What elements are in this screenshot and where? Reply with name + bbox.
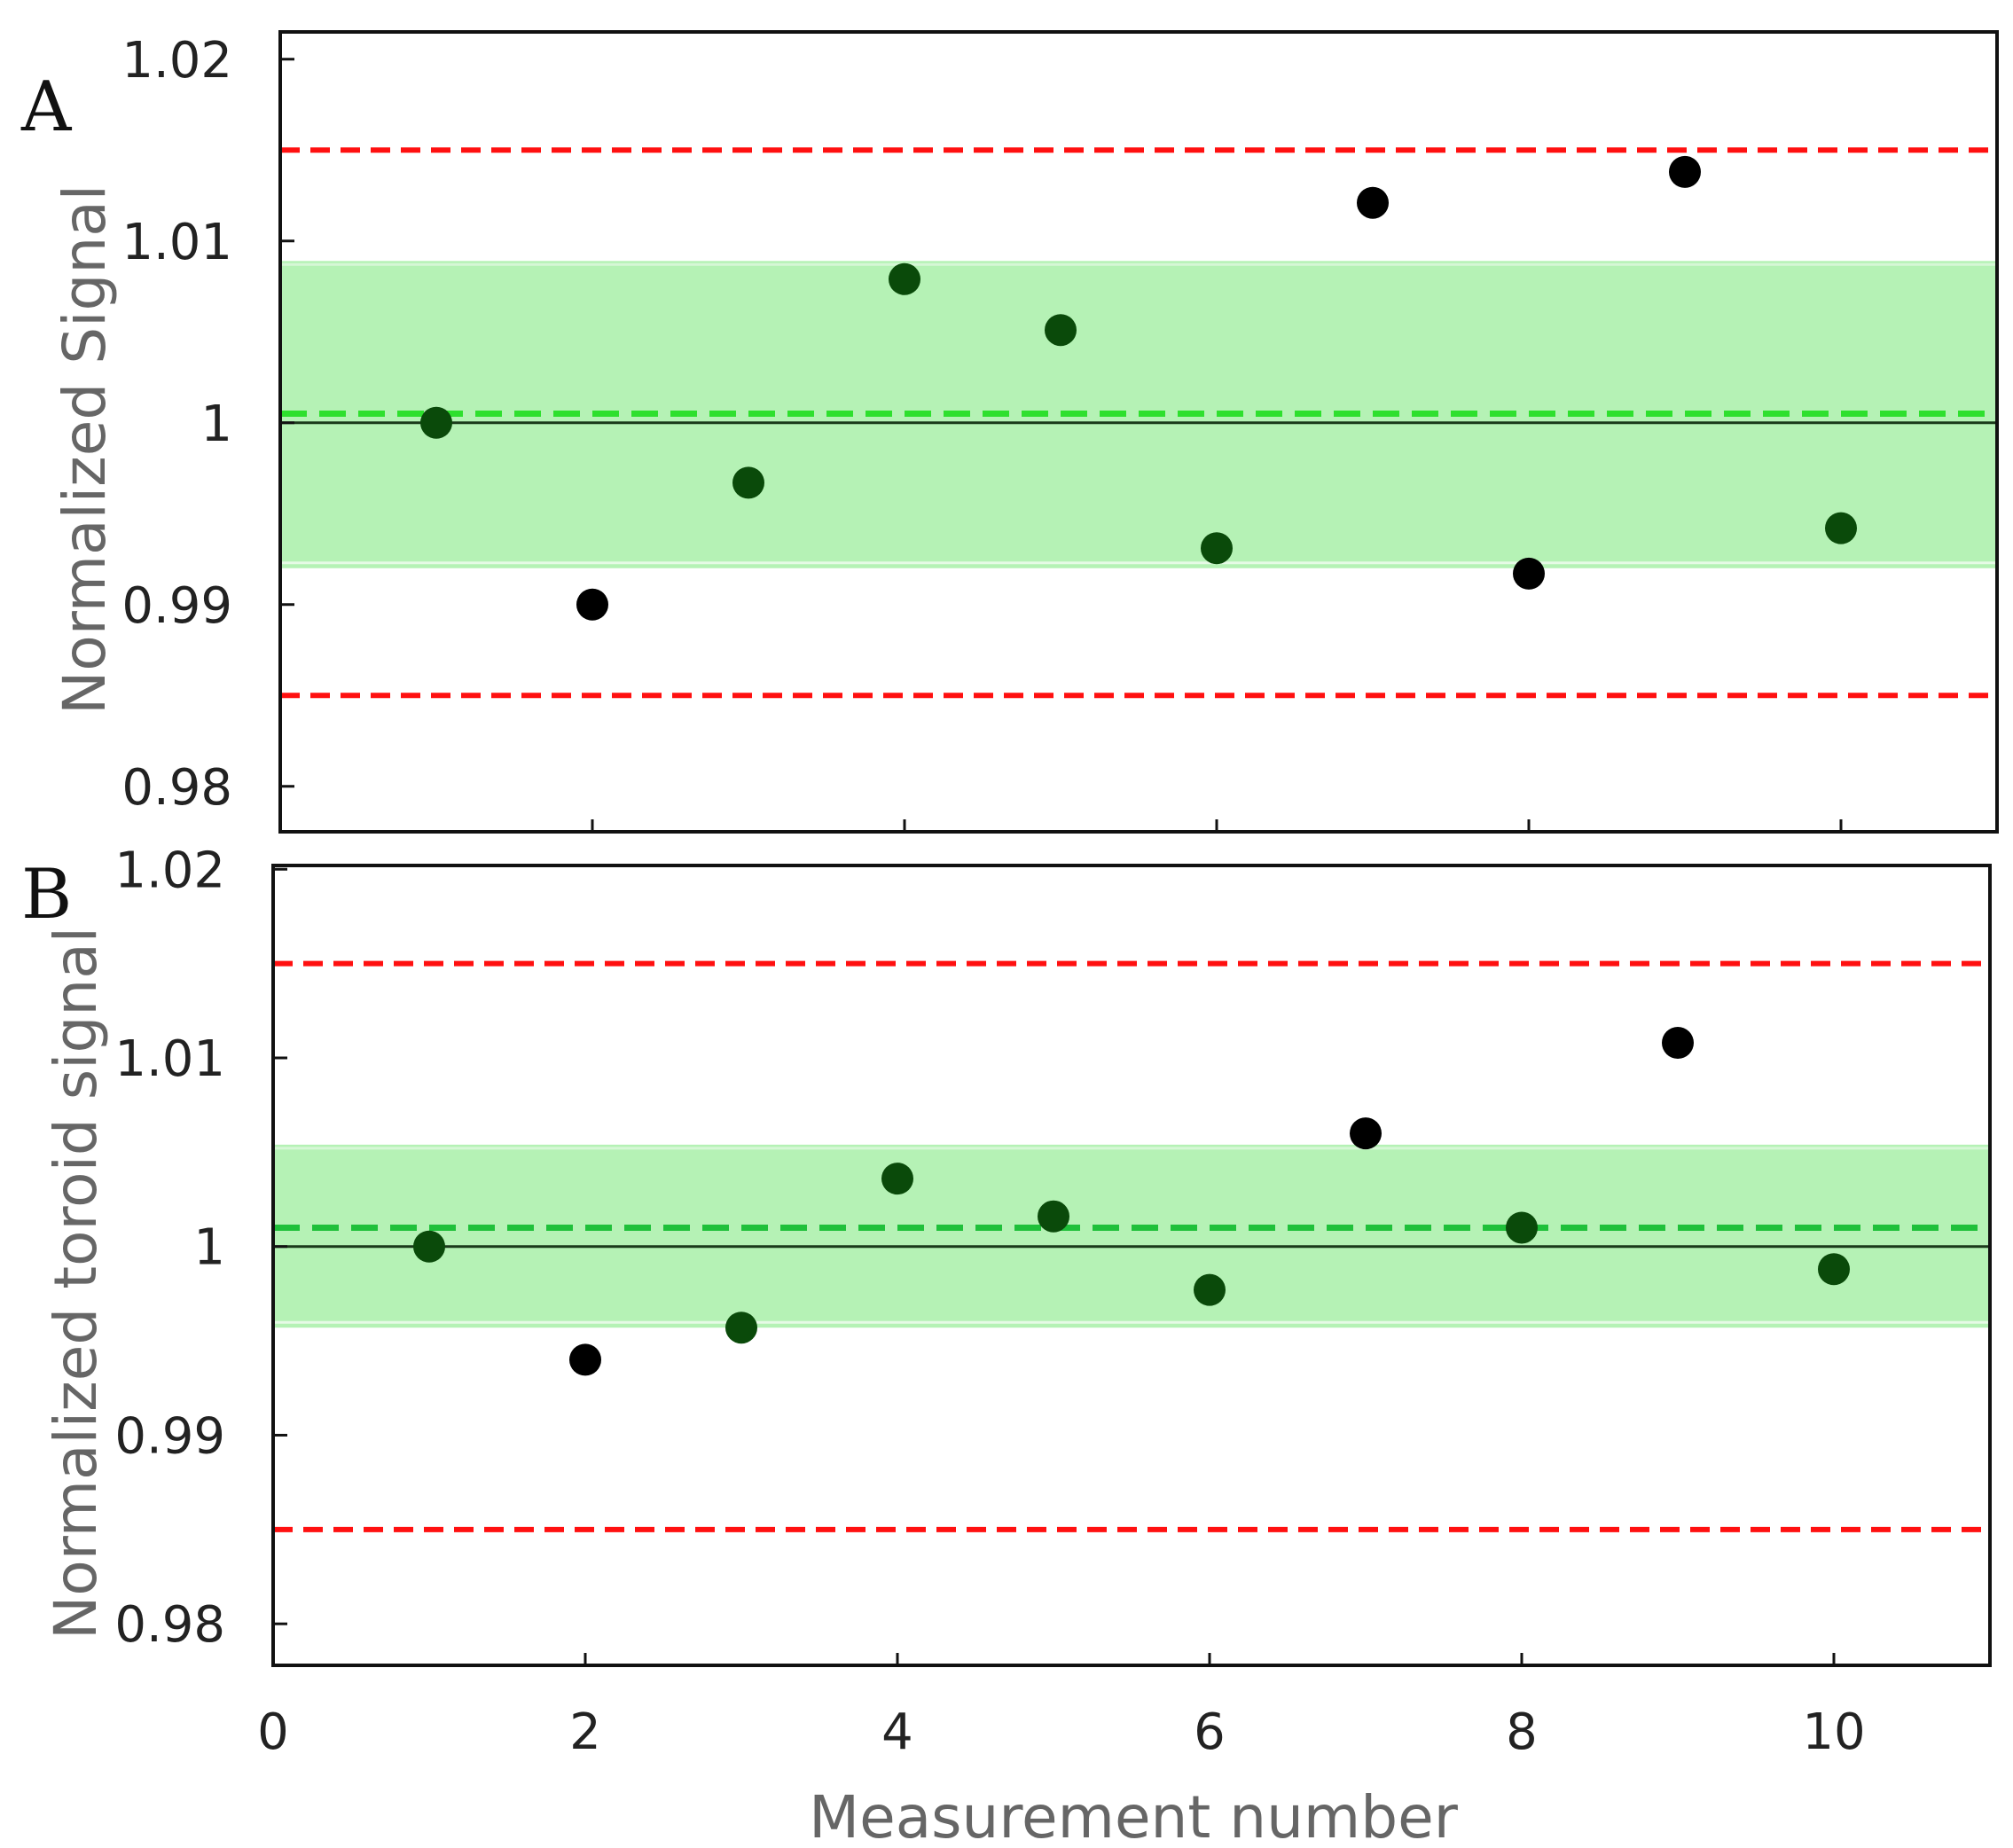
data-point	[889, 262, 920, 295]
data-point	[413, 1230, 445, 1263]
x-tick-label: 8	[1506, 1703, 1538, 1761]
data-point	[1513, 557, 1545, 590]
y-tick-label: 0.98	[114, 1596, 225, 1654]
data-point	[1038, 1200, 1069, 1233]
confidence-band	[273, 1144, 1990, 1328]
data-point	[1045, 314, 1077, 347]
data-point	[725, 1312, 757, 1344]
data-point	[1357, 186, 1389, 219]
y-tick-label: 1.02	[121, 32, 232, 90]
data-point	[1818, 1253, 1850, 1286]
x-tick-label: 2	[569, 1703, 601, 1761]
y-tick-label: 1.01	[114, 1030, 225, 1088]
x-axis-title: Measurement number	[809, 1783, 1459, 1848]
data-point	[1669, 155, 1701, 188]
data-point	[569, 1343, 601, 1376]
data-point	[732, 466, 764, 499]
y-tick-label: 1.01	[121, 214, 232, 271]
data-point	[1506, 1211, 1538, 1244]
panel-letter: A	[20, 67, 73, 147]
data-point	[1825, 512, 1857, 544]
plot-frame	[278, 30, 1999, 834]
y-axis-title: Normalized Signal	[51, 184, 119, 715]
panel-letter: B	[21, 855, 72, 935]
data-point	[1201, 532, 1233, 565]
data-point	[881, 1163, 913, 1195]
data-point	[1662, 1026, 1694, 1059]
x-tick-label: 10	[1802, 1703, 1865, 1761]
data-point	[576, 588, 608, 621]
y-tick-label: 1	[193, 1219, 225, 1277]
data-point	[1194, 1273, 1226, 1306]
y-tick-label: 1	[200, 395, 232, 453]
x-tick-label: 6	[1194, 1703, 1226, 1761]
data-point	[1350, 1117, 1382, 1150]
x-tick-label: 0	[257, 1703, 289, 1761]
x-tick-label: 4	[881, 1703, 913, 1761]
y-tick-label: 1.02	[114, 842, 225, 899]
y-axis-title: Normalized toroid signal	[42, 927, 110, 1640]
y-tick-label: 0.98	[121, 759, 232, 817]
y-tick-label: 0.99	[121, 577, 232, 635]
y-tick-label: 0.99	[114, 1407, 225, 1465]
panel-a: 0.98 0.99 1 1.01 1.02 A Normalized Signal	[20, 30, 1999, 834]
plot-frame	[271, 864, 1992, 1667]
data-point	[420, 406, 452, 439]
